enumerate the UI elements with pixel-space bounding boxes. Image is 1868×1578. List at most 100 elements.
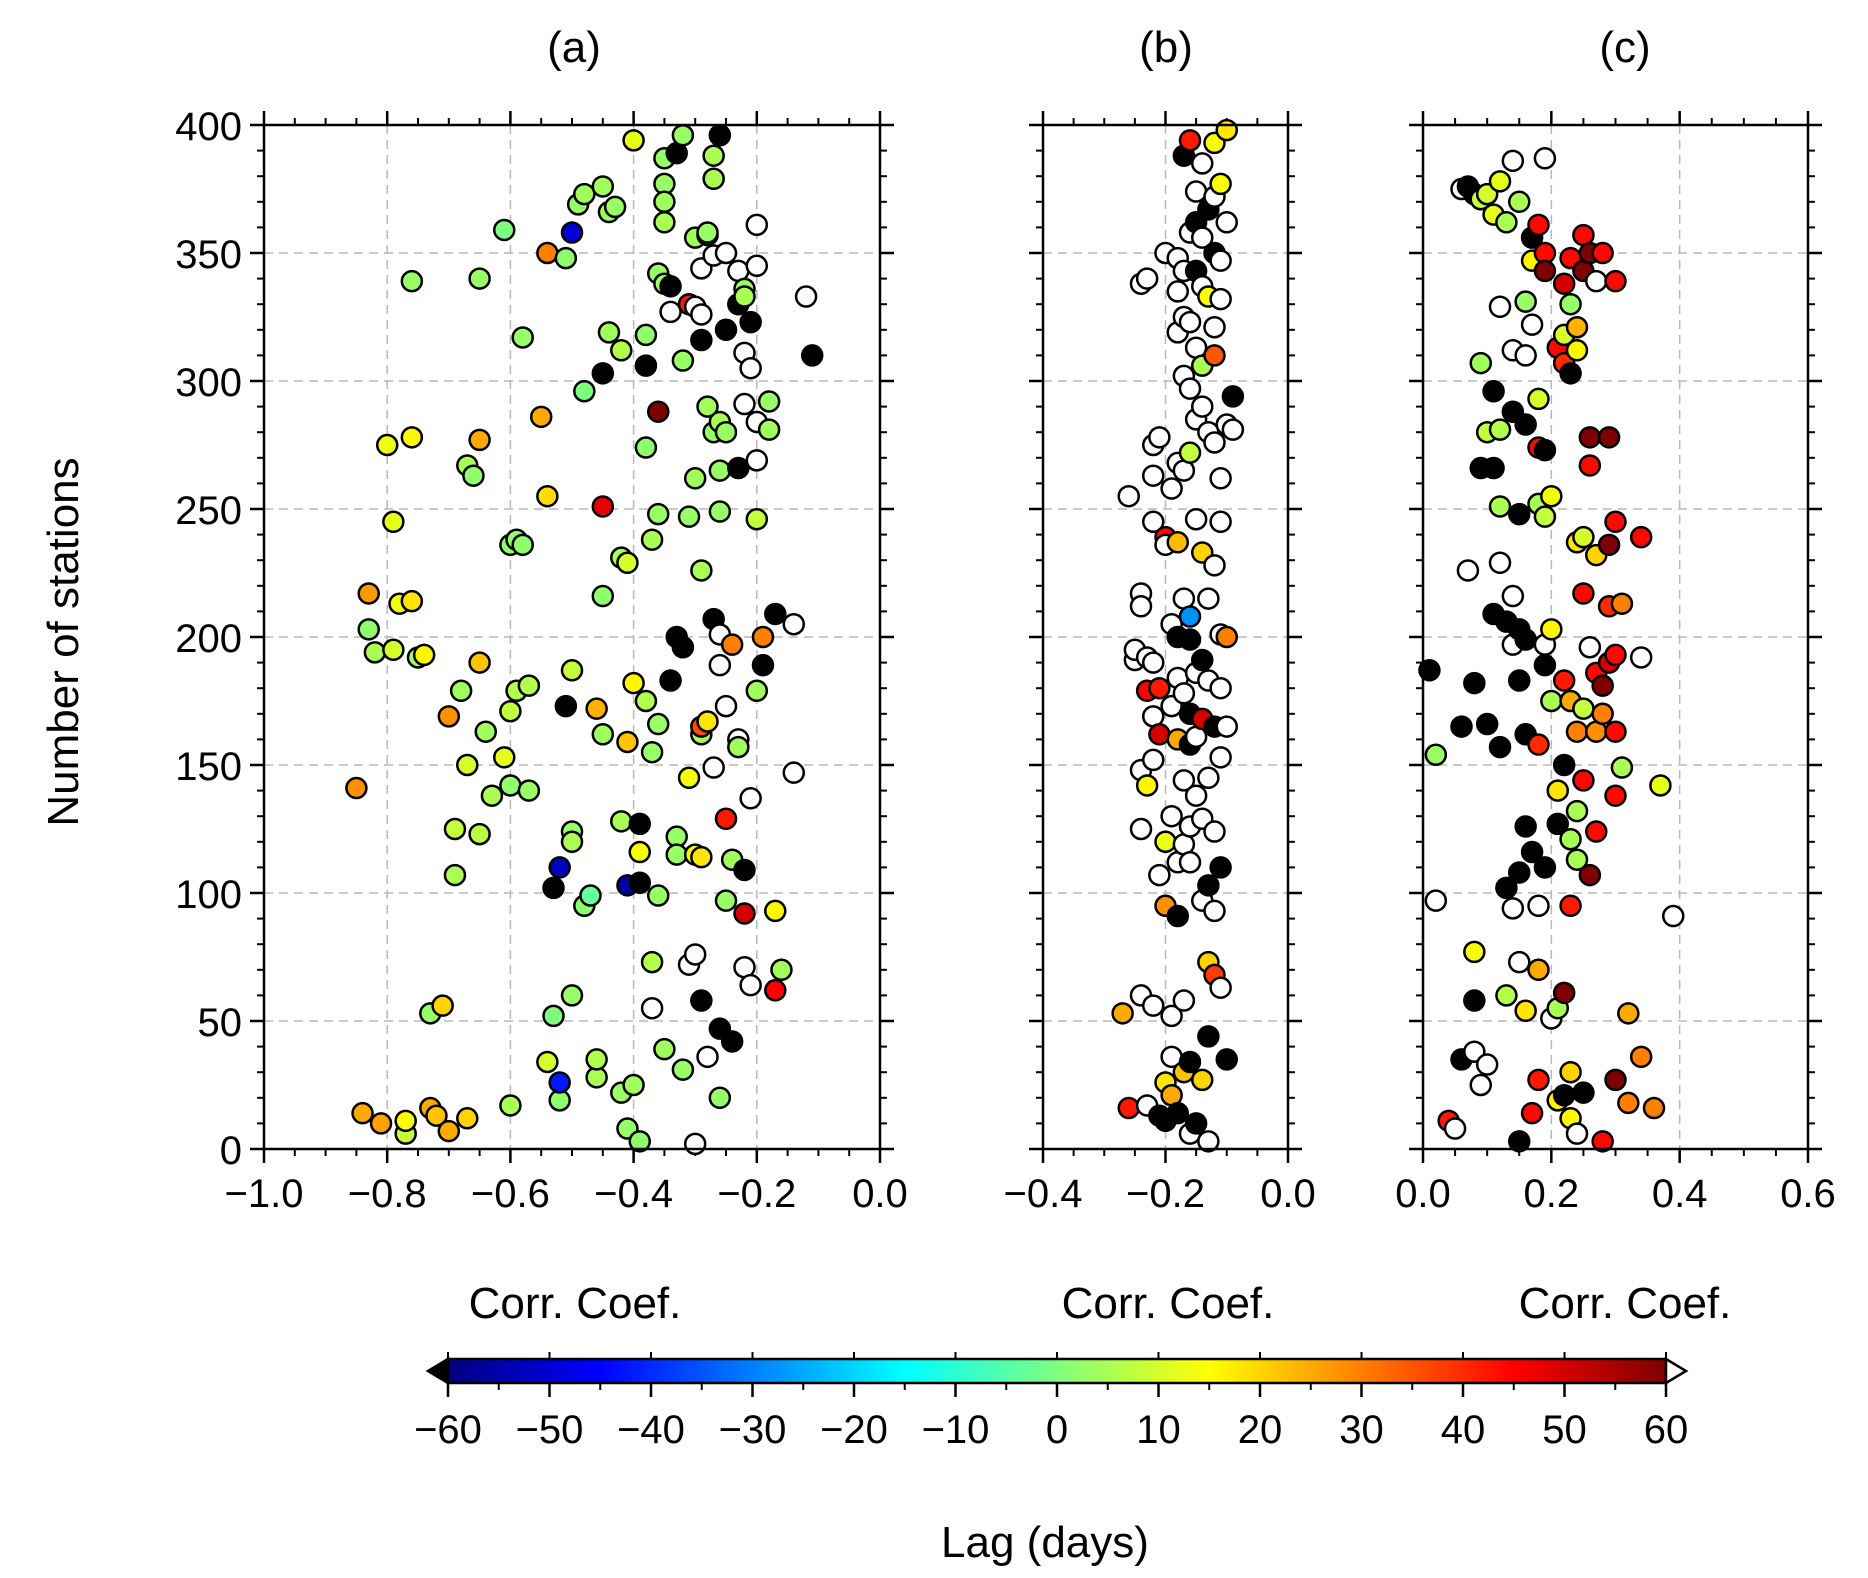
panel-c-point bbox=[1514, 815, 1537, 838]
panel-a-point bbox=[492, 218, 516, 242]
panel-b-point bbox=[1117, 484, 1140, 508]
panel-a-point bbox=[646, 712, 670, 736]
panel-c-point bbox=[1508, 190, 1531, 214]
panel-c-x-tick-label: 0.6 bbox=[1780, 1172, 1836, 1216]
panel-c-point bbox=[1552, 669, 1576, 692]
panel-c-point bbox=[1456, 559, 1480, 582]
panel-a-point bbox=[585, 697, 608, 720]
panel-a-point bbox=[745, 449, 769, 472]
panel-a-point bbox=[745, 213, 769, 237]
panel-a-point bbox=[603, 195, 627, 219]
panel-c-point bbox=[1424, 889, 1448, 912]
panel-a-point bbox=[511, 533, 534, 557]
panel-c-point bbox=[1610, 592, 1634, 615]
panel-b-point bbox=[1166, 1101, 1189, 1125]
panel-c-point bbox=[1552, 753, 1576, 777]
panel-c-point bbox=[1578, 863, 1602, 887]
panel-c-point bbox=[1546, 812, 1569, 836]
panel-a-point bbox=[751, 653, 775, 677]
panel-a-point bbox=[622, 1073, 645, 1097]
panel-c-point bbox=[1597, 533, 1621, 557]
panel-c-point bbox=[1591, 241, 1614, 265]
panel-a-point bbox=[628, 812, 652, 836]
panel-b-point bbox=[1135, 774, 1159, 797]
panel-c-point bbox=[1591, 702, 1614, 726]
panel-a-point bbox=[764, 602, 787, 626]
panel-a-points bbox=[345, 123, 824, 1156]
colorbar-tick-label: −60 bbox=[414, 1408, 482, 1452]
panel-c-x-tick-label: 0.2 bbox=[1524, 1172, 1580, 1216]
colorbar-tick-label: −30 bbox=[719, 1408, 787, 1452]
panel-a-point bbox=[628, 840, 652, 864]
panel-a-point bbox=[591, 584, 615, 608]
panel-c-x-tick-label: 0.0 bbox=[1395, 1172, 1451, 1216]
panel-b-point bbox=[1191, 152, 1214, 175]
panel-c-point bbox=[1565, 315, 1589, 339]
panel-a-point bbox=[431, 994, 454, 1017]
panel-a-point bbox=[690, 989, 713, 1012]
panel-c-point bbox=[1540, 618, 1563, 641]
panel-b-point bbox=[1166, 904, 1189, 928]
panel-a-point bbox=[646, 884, 670, 907]
panel-a-point bbox=[462, 464, 485, 487]
panel-c-point bbox=[1527, 733, 1550, 756]
panel-c-point bbox=[1572, 525, 1595, 549]
panel-a-point bbox=[739, 356, 762, 380]
panel-c-point bbox=[1540, 484, 1563, 508]
panel-a-point bbox=[616, 730, 639, 754]
panel-a-point bbox=[492, 746, 516, 769]
panel-a-xlabel: Corr. Coef. bbox=[469, 1279, 682, 1328]
panel-c-xlabel: Corr. Coef. bbox=[1519, 1279, 1732, 1328]
panel-c-point bbox=[1424, 743, 1448, 767]
panel-b-point bbox=[1209, 746, 1232, 769]
panel-c-point bbox=[1559, 827, 1582, 851]
panel-b-point bbox=[1197, 766, 1220, 790]
panel-a-point bbox=[764, 979, 787, 1002]
panel-a-point bbox=[720, 1030, 744, 1053]
panel-b-point bbox=[1209, 856, 1232, 879]
panel-c-point bbox=[1629, 646, 1653, 669]
panel-c-point bbox=[1488, 295, 1512, 319]
panel-a-point bbox=[770, 958, 793, 982]
panel-a-point bbox=[412, 643, 436, 667]
panel-b-point bbox=[1148, 723, 1171, 746]
panel-c-point bbox=[1475, 1053, 1499, 1076]
panel-b-point bbox=[1160, 477, 1183, 500]
panel-a-y-tick-label: 150 bbox=[175, 745, 242, 789]
panel-b-point bbox=[1203, 820, 1226, 843]
panel-a-point bbox=[745, 507, 769, 531]
panel-c-point bbox=[1559, 894, 1582, 918]
panel-b-x-tick-label: −0.2 bbox=[1126, 1172, 1205, 1216]
panel-b-point bbox=[1209, 249, 1232, 272]
panel-a-point bbox=[628, 871, 652, 895]
panel-a-point bbox=[764, 899, 787, 923]
panel-a-y-tick-label: 250 bbox=[175, 489, 242, 533]
panel-b-x-tick-label: −0.4 bbox=[1004, 1172, 1083, 1216]
panel-a-point bbox=[511, 326, 534, 349]
panel-b-grid bbox=[1043, 125, 1288, 1149]
panel-c-point bbox=[1527, 213, 1550, 237]
panel-b-point bbox=[1209, 172, 1232, 196]
panel-a-y-tick-label: 350 bbox=[175, 233, 242, 277]
panel-c-point bbox=[1649, 774, 1672, 797]
panel-b-point bbox=[1221, 385, 1245, 408]
panel-a-point bbox=[542, 1004, 565, 1028]
panel-b-point bbox=[1172, 769, 1196, 792]
panel-b-point bbox=[1203, 554, 1226, 577]
panel-a-x-tick-label: −0.6 bbox=[471, 1172, 550, 1216]
panel-a-point bbox=[536, 484, 559, 508]
panel-a-y-tick-label: 0 bbox=[220, 1129, 242, 1173]
panel-b-point bbox=[1203, 899, 1226, 923]
panel-a-point bbox=[640, 528, 664, 551]
panel-c-point bbox=[1559, 362, 1582, 385]
panel-b-point bbox=[1129, 817, 1153, 841]
panel-c-point bbox=[1508, 502, 1531, 526]
panel-c-point bbox=[1533, 438, 1557, 462]
panel-a-point bbox=[739, 787, 762, 810]
panel-b-x-tick-label: 0.0 bbox=[1260, 1172, 1316, 1216]
panel-a-x-tick-labels: −1.0 −0.8 −0.6 −0.4 −0.2 0.0 bbox=[225, 1172, 908, 1216]
panel-c-point bbox=[1463, 940, 1486, 964]
panel-c-point bbox=[1604, 784, 1627, 807]
panel-a-point bbox=[443, 863, 467, 887]
panel-c-point bbox=[1508, 861, 1531, 884]
